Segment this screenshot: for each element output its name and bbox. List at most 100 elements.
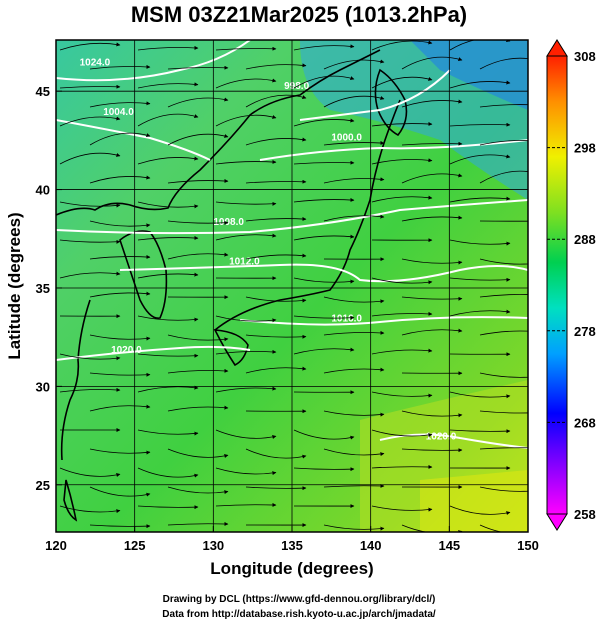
streamline: [59, 84, 121, 89]
streamline: [449, 40, 511, 51]
isobar-line: [119, 263, 528, 283]
streamline: [215, 201, 277, 206]
streamline: [449, 154, 511, 165]
streamline: [89, 404, 151, 412]
streamline: [59, 387, 121, 393]
streamline: [89, 101, 151, 108]
hokkaido-island: [374, 68, 408, 137]
streamline: [137, 429, 199, 436]
streamline: [401, 56, 463, 70]
streamline: [401, 173, 463, 184]
x-tick-label: 145: [438, 538, 460, 553]
streamline: [89, 254, 151, 260]
streamline: [371, 195, 433, 203]
grid-lines: [56, 40, 528, 532]
streamline: [371, 464, 433, 469]
streamline: [245, 334, 307, 339]
plot-area: 1024.01004.0998.01000.01008.01012.01016.…: [56, 40, 528, 532]
streamline: [89, 132, 151, 146]
streamline: [401, 328, 463, 336]
streamline: [371, 277, 433, 285]
streamline: [479, 104, 528, 108]
streamline: [371, 76, 433, 89]
streamline: [479, 170, 528, 184]
streamline: [449, 122, 511, 127]
streamline: [323, 410, 385, 417]
streamline: [371, 505, 433, 512]
streamline: [167, 368, 229, 374]
streamline: [167, 486, 229, 495]
streamline: [245, 296, 307, 303]
streamline: [293, 347, 355, 355]
streamline: [323, 59, 385, 70]
colorbar: 308 298 288 278 268 258: [546, 39, 596, 531]
colorbar-tick-label: 278: [574, 324, 596, 339]
streamline: [323, 140, 385, 146]
streamline: [89, 291, 151, 298]
warm-region-core: [420, 470, 528, 532]
streamline: [449, 429, 511, 434]
streamline: [89, 372, 151, 377]
streamline: [215, 467, 277, 476]
streamline: [479, 410, 528, 414]
streamline: [479, 294, 528, 298]
taiwan-island: [63, 479, 78, 522]
streamline: [137, 505, 199, 510]
credit-data: Data from http://database.rish.kyoto-u.a…: [162, 609, 436, 620]
streamline: [89, 448, 151, 455]
x-axis-ticks: 120 125 130 135 140 145 150: [45, 526, 539, 553]
streamline: [323, 296, 385, 304]
y-tick-label: 25: [36, 478, 50, 493]
wind-streamlines: [59, 40, 528, 532]
streamline: [371, 311, 433, 317]
streamline: [401, 410, 463, 418]
streamline: [245, 448, 307, 459]
isobar-label: 1024.0: [80, 58, 111, 69]
streamline: [137, 235, 199, 241]
x-tick-label: 150: [517, 538, 539, 553]
streamline: [59, 42, 121, 51]
streamline: [59, 353, 121, 361]
streamline: [167, 133, 229, 146]
streamline: [215, 233, 277, 241]
streamline: [59, 201, 121, 208]
streamline: [293, 44, 355, 51]
y-tick-label: 35: [36, 281, 50, 296]
streamline: [245, 486, 307, 491]
streamline: [401, 524, 463, 532]
streamline: [293, 160, 355, 165]
streamline: [215, 78, 277, 89]
streamline: [401, 448, 463, 453]
streamline: [323, 448, 385, 457]
streamline: [479, 372, 528, 378]
streamline: [215, 386, 277, 393]
isobar-label: 1020.0: [111, 345, 142, 356]
streamline: [371, 40, 433, 51]
streamline: [59, 271, 121, 279]
streamline: [167, 65, 229, 70]
streamline: [371, 158, 433, 165]
streamline: [401, 99, 463, 108]
streamline: [215, 349, 277, 355]
streamline: [89, 486, 151, 497]
streamline: [401, 296, 463, 301]
streamline: [215, 315, 277, 323]
streamline: [449, 277, 511, 282]
streamline: [167, 334, 229, 342]
streamline: [89, 334, 151, 341]
streamline: [215, 46, 277, 51]
streamline: [293, 197, 355, 203]
streamline: [245, 94, 307, 108]
honshu-island: [214, 99, 401, 331]
isobar-line: [239, 316, 528, 326]
credit-drawing: Drawing by DCL (https://www.gfd-dennou.o…: [163, 594, 436, 605]
streamline: [401, 141, 463, 146]
streamline: [137, 467, 199, 478]
streamline: [371, 429, 433, 438]
chart-title: MSM 03Z21Mar2025 (1013.2hPa): [131, 2, 467, 27]
streamline: [167, 252, 229, 260]
streamline: [293, 277, 355, 284]
streamline: [59, 116, 121, 127]
streamline: [245, 179, 307, 184]
streamline: [215, 429, 277, 439]
